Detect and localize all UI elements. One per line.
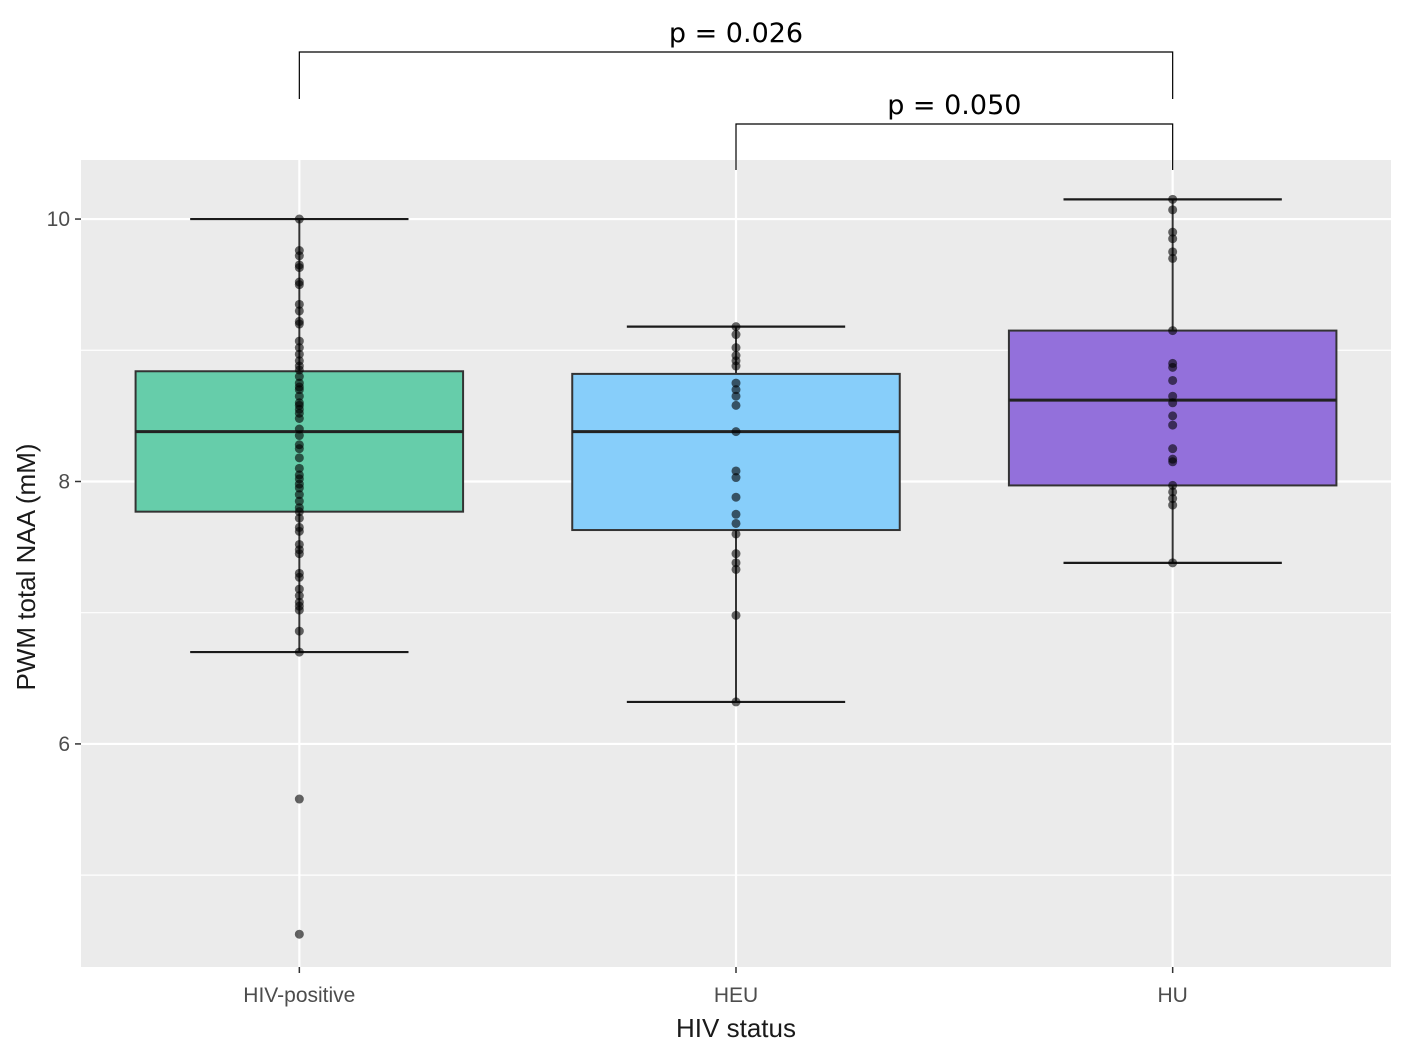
data-point (294, 572, 304, 582)
data-point (1168, 487, 1178, 497)
data-point (294, 372, 304, 382)
data-point (1168, 234, 1178, 244)
data-point (294, 251, 304, 261)
data-point (294, 929, 304, 939)
data-point (731, 385, 741, 395)
bracket-line (735, 123, 1174, 170)
data-point (294, 343, 304, 353)
data-point (294, 647, 304, 657)
data-point (731, 466, 741, 476)
x-axis-title: HIV status (676, 1013, 796, 1043)
data-point (294, 453, 304, 463)
data-point (731, 549, 741, 559)
data-point (294, 424, 304, 434)
data-point (294, 336, 304, 346)
data-point (1168, 253, 1178, 263)
data-point (294, 463, 304, 473)
data-point (731, 400, 741, 410)
data-point (1168, 205, 1178, 215)
data-point (1168, 375, 1178, 385)
p-value-label: p = 0.050 (887, 90, 1021, 121)
data-point (294, 605, 304, 615)
data-point (294, 549, 304, 559)
x-tick-label: HIV-positive (243, 984, 355, 1007)
data-point (294, 496, 304, 506)
data-point (1168, 558, 1178, 568)
data-point (294, 365, 304, 375)
data-point (1168, 411, 1178, 421)
data-point (1168, 480, 1178, 490)
box-heu (571, 322, 901, 707)
data-point (731, 473, 741, 483)
data-point (294, 263, 304, 273)
data-point (294, 391, 304, 401)
data-point (294, 591, 304, 601)
data-point (294, 280, 304, 290)
data-point (294, 299, 304, 309)
data-point (731, 564, 741, 574)
x-tick-label: HU (1157, 984, 1187, 1007)
data-point (731, 330, 741, 340)
data-point (294, 444, 304, 454)
data-point (1168, 457, 1178, 467)
data-point (1168, 391, 1178, 401)
data-point (294, 513, 304, 523)
data-point (294, 483, 304, 493)
data-point (294, 526, 304, 536)
data-point (1168, 444, 1178, 454)
data-point (1168, 362, 1178, 372)
data-point (731, 492, 741, 502)
data-point (294, 319, 304, 329)
data-point (294, 584, 304, 594)
data-point (294, 306, 304, 316)
comparison-bracket: p = 0.026 (298, 18, 1174, 99)
data-point (1168, 326, 1178, 336)
data-point (731, 518, 741, 528)
data-point (294, 507, 304, 517)
data-point (731, 343, 741, 353)
bracket-line (298, 51, 1174, 99)
data-point (731, 322, 741, 332)
y-axis-title: PWM total NAA (mM) (11, 443, 41, 690)
data-point (294, 431, 304, 441)
data-point (1168, 420, 1178, 430)
data-point (731, 378, 741, 388)
data-point (1168, 194, 1178, 204)
data-point (731, 391, 741, 401)
data-point (294, 626, 304, 636)
data-point (294, 214, 304, 224)
y-tick-label: 10 (47, 208, 70, 231)
comparison-bracket: p = 0.050 (735, 90, 1174, 170)
data-point (1168, 494, 1178, 504)
data-point (1168, 500, 1178, 510)
y-tick-label: 8 (58, 470, 70, 493)
data-point (731, 529, 741, 539)
data-point (1168, 247, 1178, 257)
data-point (731, 558, 741, 568)
p-value-label: p = 0.026 (669, 18, 803, 49)
data-point (731, 509, 741, 519)
data-point (731, 610, 741, 620)
box-hu (1007, 194, 1338, 568)
x-tick-label: HEU (714, 984, 758, 1007)
data-point (294, 414, 304, 424)
data-point (731, 697, 741, 707)
data-point (731, 427, 741, 437)
data-point (731, 361, 741, 371)
data-point (1168, 227, 1178, 237)
boxes (134, 194, 1338, 939)
significance-brackets: p = 0.026 p = 0.050 (298, 18, 1174, 170)
data-point (294, 490, 304, 500)
data-point (1168, 398, 1178, 408)
axes: 6 8 10 HIV-positive HEU HU (47, 208, 1188, 1007)
data-point (294, 385, 304, 395)
data-point (294, 349, 304, 359)
y-tick-label: 6 (58, 733, 70, 756)
data-point (294, 794, 304, 804)
box-hiv-positive (134, 214, 465, 939)
